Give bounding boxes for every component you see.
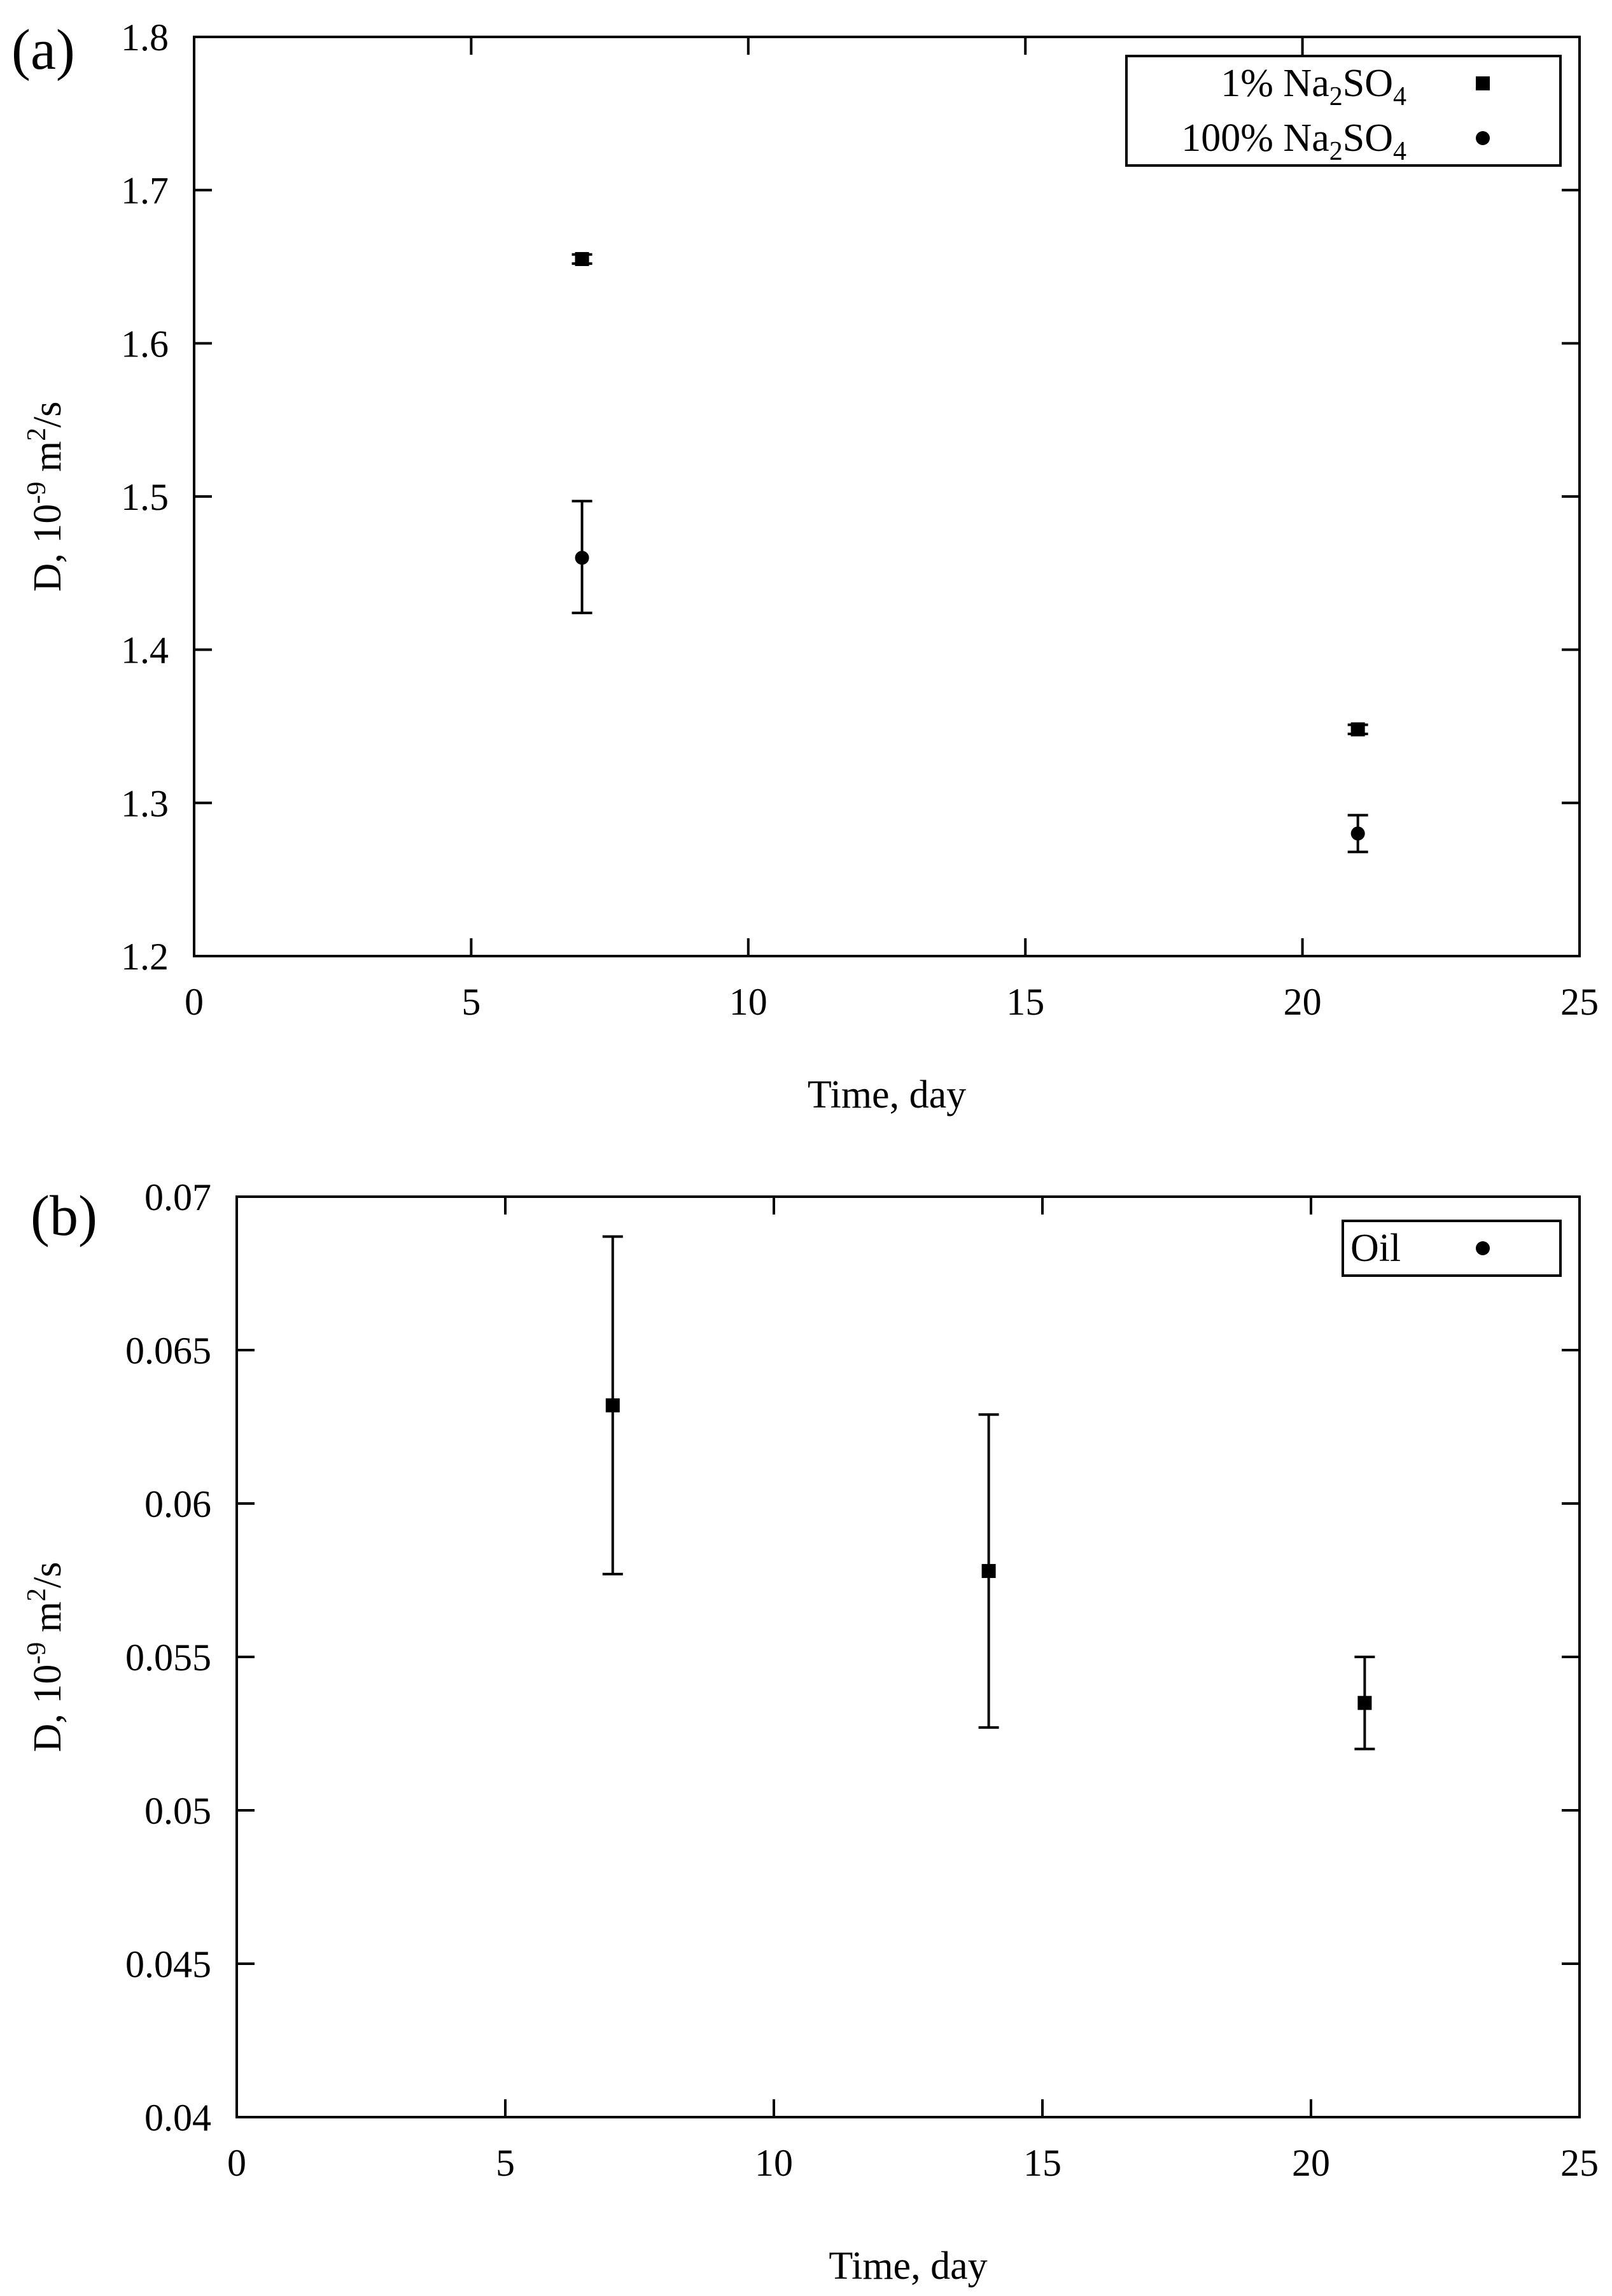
x-tick-label-b: 5 xyxy=(496,2142,515,2184)
data-point-square xyxy=(1357,1696,1372,1710)
legend-marker-circle xyxy=(1476,131,1490,145)
plot-frame-a xyxy=(193,36,1581,957)
data-point-circle xyxy=(575,551,589,565)
legend-label: 1% Na2SO4 xyxy=(1221,62,1406,111)
x-tick-label-b: 10 xyxy=(755,2142,793,2184)
x-axis-title-a: Time, day xyxy=(808,1073,966,1116)
y-tick-label-b: 0.065 xyxy=(125,1330,211,1372)
x-tick-label-a: 10 xyxy=(729,981,767,1023)
y-tick-label-a: 1.6 xyxy=(121,323,169,365)
legend-label: 100% Na2SO4 xyxy=(1181,116,1406,166)
y-tick-label-a: 1.2 xyxy=(121,936,169,978)
legend-marker-square xyxy=(1476,76,1490,90)
y-tick-label-b: 0.07 xyxy=(144,1176,211,1218)
y-tick-label-a: 1.8 xyxy=(121,17,169,59)
data-point-square xyxy=(981,1564,996,1579)
panel-b: 0 5 10 15 20 25 0.04 0.045 0.05 0.055 0.06 0.065 0.0… xyxy=(22,1176,1599,2288)
y-tick-label-a: 1.3 xyxy=(121,782,169,824)
data-point-square xyxy=(575,251,589,266)
data-point-square xyxy=(1350,722,1365,736)
plot-frame-b xyxy=(235,1195,1581,2118)
y-tick-label-b: 0.05 xyxy=(144,1790,211,1832)
x-tick-label-b: 0 xyxy=(227,2142,246,2184)
x-tick-label-a: 25 xyxy=(1560,981,1599,1023)
x-tick-label-a: 0 xyxy=(185,981,204,1023)
legend-marker-circle xyxy=(1476,1241,1490,1255)
y-tick-label-b: 0.06 xyxy=(144,1483,211,1525)
x-tick-label-a: 5 xyxy=(461,981,480,1023)
x-tick-label-b: 15 xyxy=(1023,2142,1062,2184)
y-tick-label-b: 0.045 xyxy=(125,1943,211,1985)
legend-label: Oil xyxy=(1350,1227,1401,1270)
x-tick-label-a: 15 xyxy=(1006,981,1044,1023)
y-tick-label-a: 1.4 xyxy=(121,630,169,672)
panel-label-b: (b) xyxy=(31,1185,97,1248)
x-tick-label-a: 20 xyxy=(1284,981,1322,1023)
y-axis-title-a: D, 10-9 m2/s xyxy=(22,402,69,592)
data-point-circle xyxy=(1350,826,1365,841)
y-tick-label-a: 1.7 xyxy=(121,170,169,212)
legend-b xyxy=(1342,1220,1562,1277)
y-tick-label-b: 0.04 xyxy=(144,2097,211,2139)
x-tick-label-b: 20 xyxy=(1292,2142,1330,2184)
x-axis-title-b: Time, day xyxy=(829,2244,987,2288)
panel-label-a: (a) xyxy=(11,18,75,81)
legend-a xyxy=(1125,55,1562,167)
panel-a: 0 5 10 15 20 25 1.2 1.3 1.4 1.5 1.6 1.7 1.8 Time, day… xyxy=(11,17,1599,1116)
y-tick-label-b: 0.055 xyxy=(125,1637,211,1679)
y-tick-label-a: 1.5 xyxy=(121,476,169,518)
y-axis-title-b: D, 10-9 m2/s xyxy=(22,1562,69,1752)
data-point-square xyxy=(605,1398,620,1412)
x-tick-label-b: 25 xyxy=(1560,2142,1599,2184)
